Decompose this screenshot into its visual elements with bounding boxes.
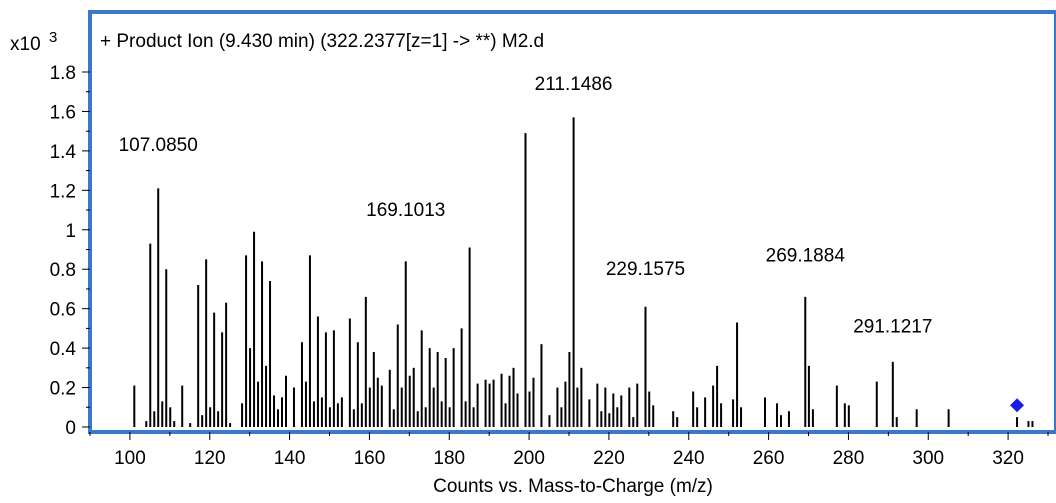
peak-label: 229.1575 (606, 259, 685, 280)
precursor-diamond-icon (1010, 398, 1025, 413)
y-scale-label: x10 (10, 34, 41, 55)
x-tick-label: 120 (194, 448, 226, 469)
x-tick-label: 140 (274, 448, 306, 469)
y-tick-label: 1.8 (50, 63, 76, 84)
y-axis: 0 0.2 0.4 0.6 0.8 1 1.2 1.4 1.6 1.8 (50, 63, 90, 439)
y-tick-label: 1.4 (50, 142, 77, 163)
x-tick-label: 100 (114, 448, 146, 469)
peak-label: 269.1884 (766, 245, 846, 266)
chart-title: + Product Ion (9.430 min) (322.2377[z=1]… (100, 31, 544, 52)
x-tick-label: 280 (833, 448, 865, 469)
peak-label: 107.0850 (119, 135, 198, 156)
x-axis-title: Counts vs. Mass-to-Charge (m/z) (433, 476, 713, 497)
y-tick-label: 0 (65, 418, 76, 439)
x-tick-label: 320 (992, 448, 1024, 469)
x-tick-label: 160 (354, 448, 386, 469)
x-tick-label: 300 (912, 448, 944, 469)
x-tick-label: 260 (753, 448, 785, 469)
y-tick-label: 0.4 (50, 339, 77, 360)
peak-label: 291.1217 (853, 316, 932, 337)
y-tick-label: 1.2 (50, 181, 76, 202)
y-tick-label: 0.8 (50, 260, 76, 281)
peak-label: 211.1486 (535, 74, 613, 95)
precursor-marker (1010, 398, 1025, 413)
y-scale-exponent: 3 (49, 29, 57, 46)
peak-label: 169.1013 (366, 200, 445, 221)
x-tick-label: 240 (673, 448, 705, 469)
spectrum-peaks (133, 117, 1034, 427)
plot-frame (88, 10, 1056, 434)
x-tick-label: 180 (433, 448, 465, 469)
y-tick-label: 1 (65, 221, 76, 242)
peak-labels: 107.0850 169.1013 211.1486 229.1575 269.1884… (119, 74, 933, 338)
x-tick-label: 200 (513, 448, 545, 469)
x-axis: 100 120 140 160 180 200 220 240 260 280 300 320 (89, 432, 1049, 469)
y-tick-label: 0.6 (50, 300, 76, 321)
x-tick-label: 220 (593, 448, 625, 469)
y-tick-label: 0.2 (50, 379, 76, 400)
y-tick-label: 1.6 (50, 102, 76, 123)
